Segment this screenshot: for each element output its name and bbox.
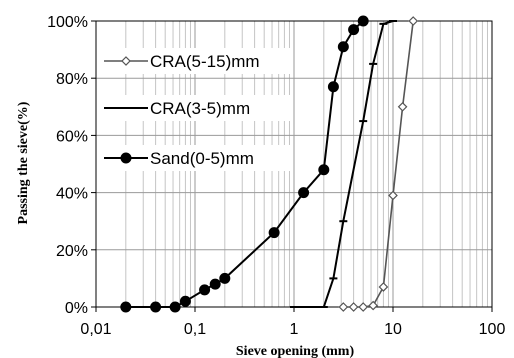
x-axis-ticks: 0,01 0,1 1 10 100 (80, 307, 505, 338)
legend-label: CRA(3-5)mm (150, 99, 250, 118)
x-tick-label: 100 (479, 321, 506, 338)
data-point (199, 284, 211, 296)
x-tick-label: 0,01 (80, 321, 111, 338)
data-point (150, 301, 162, 313)
data-point (368, 300, 378, 311)
legend-marker (120, 152, 132, 164)
series-line (294, 20, 394, 308)
legend-label: CRA(5-15)mm (150, 52, 260, 71)
data-point (357, 15, 369, 27)
legend-marker (121, 56, 131, 66)
y-tick-label: 100% (47, 14, 88, 31)
x-axis-title: Sieve opening (mm) (236, 344, 355, 358)
data-point (348, 302, 359, 312)
data-point (327, 81, 339, 93)
data-point (120, 301, 132, 313)
y-tick-label: 60% (56, 128, 88, 145)
legend-label: Sand(0-5)mm (150, 149, 254, 168)
x-tick-label: 10 (384, 321, 402, 338)
data-point (318, 164, 330, 176)
series-layer (120, 15, 419, 313)
data-point (209, 278, 221, 290)
y-axis-ticks: 0% 20% 40% 60% 80% 100% (47, 14, 96, 317)
y-axis-title: Passing the sieve(%) (16, 101, 31, 224)
legend: CRA(5-15)mm CRA(3-5)mm Sand(0-5)mm (100, 48, 290, 171)
x-tick-label: 0,1 (184, 321, 206, 338)
series-0 (338, 16, 419, 312)
data-point (348, 24, 360, 36)
series-2 (120, 15, 369, 313)
data-point (397, 101, 408, 112)
data-point (408, 16, 419, 26)
data-point (378, 282, 389, 292)
y-tick-label: 20% (56, 243, 88, 260)
y-tick-label: 40% (56, 186, 88, 203)
x-tick-label: 1 (290, 321, 299, 338)
y-tick-label: 80% (56, 71, 88, 88)
data-point (219, 272, 231, 284)
data-point (268, 227, 280, 239)
y-tick-label: 0% (65, 300, 88, 317)
data-point (358, 302, 369, 312)
data-point (169, 301, 181, 313)
data-point (298, 187, 310, 199)
data-point (179, 295, 191, 307)
data-point (338, 302, 349, 312)
data-point (337, 41, 349, 53)
series-1 (290, 20, 397, 308)
data-point (388, 190, 398, 201)
